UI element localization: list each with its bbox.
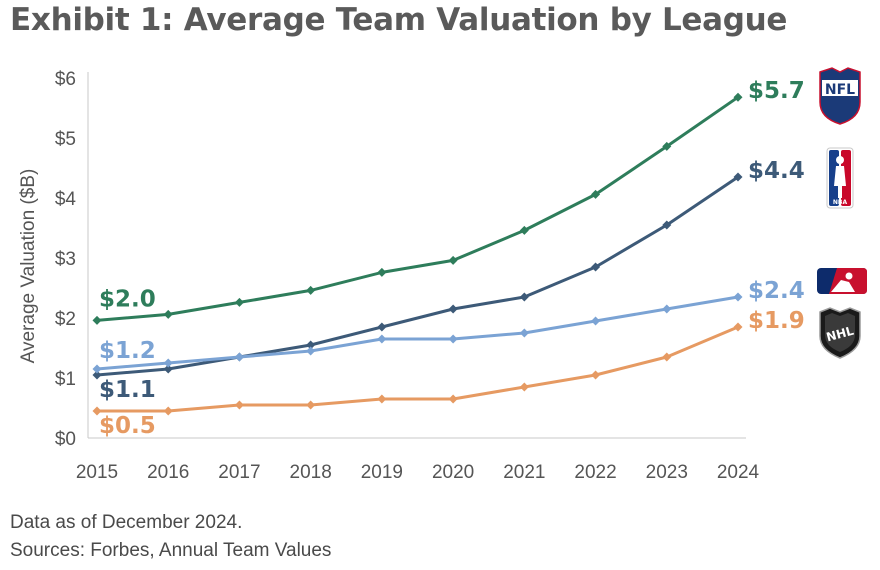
data-point-nhl [519,382,529,392]
data-point-nhl [591,370,601,380]
y-tick-label: $3 [55,249,76,270]
series-line-nhl [97,325,739,413]
nba-logo-text: NBA [833,199,848,206]
data-label-start-mlb: $1.2 [99,338,156,364]
x-tick-label: 2021 [503,462,545,483]
data-point-nhl [92,406,102,416]
nfl-logo-icon: NFL [819,67,861,125]
data-point-nhl [163,406,173,416]
data-label-end-nhl: $1.9 [748,308,805,334]
data-point-nba [306,340,316,350]
nfl-logo-text: NFL [825,82,855,98]
data-point-nba [591,262,601,272]
data-point-nba [519,292,529,302]
data-point-nfl [92,315,102,325]
data-point-nba [662,220,672,230]
footnote-sources: Sources: Forbes, Annual Team Values [10,540,332,561]
logo-layer: NFL NBA NHL [817,67,867,359]
chart-title: Exhibit 1: Average Team Valuation by Lea… [10,2,788,38]
data-point-nba [92,370,102,380]
x-tick-label: 2019 [361,462,403,483]
series-line-nfl [96,95,739,322]
data-point-nfl [306,285,316,295]
data-point-mlb [733,292,743,302]
data-point-nfl [377,267,387,277]
series-line-nba [96,175,739,377]
data-label-end-nfl: $5.7 [748,78,805,104]
x-tick-label: 2022 [574,462,616,483]
series-line-mlb [96,295,739,371]
x-tick-label: 2018 [290,462,332,483]
series-layer [92,92,743,416]
x-tick-label: 2020 [432,462,474,483]
data-point-mlb [163,358,173,368]
y-tick-label: $6 [55,69,76,90]
y-tick-label: $2 [55,309,76,330]
x-tick-label: 2017 [218,462,260,483]
data-point-mlb [448,334,458,344]
data-point-mlb [92,364,102,374]
labels-layer: $2.0 $5.7 $1.1 $4.4 $1.2 $2.4 $0.5 $1.9 [99,78,805,439]
data-point-nba [448,304,458,314]
data-point-nfl [448,255,458,265]
data-point-mlb [591,316,601,326]
nba-logo-icon: NBA [826,147,854,209]
data-point-nhl [662,352,672,362]
data-point-mlb [662,304,672,314]
data-point-mlb [306,346,316,356]
data-point-nhl [377,394,387,404]
y-tick-label: $5 [55,129,76,150]
data-point-nhl [306,400,316,410]
data-point-nfl [163,309,173,319]
data-point-nhl [448,394,458,404]
data-label-start-nfl: $2.0 [99,286,156,312]
mlb-logo-icon [817,268,867,294]
data-point-mlb [377,334,387,344]
y-tick-label: $1 [55,369,76,390]
data-label-start-nhl: $0.5 [99,413,156,439]
data-point-nba [377,322,387,332]
data-point-nhl [733,322,743,332]
axes: $0 $1 $2 $3 $4 $5 $6 2015 2016 2017 2018 2019 2020 20… [18,69,760,483]
data-point-nfl [662,141,672,151]
data-point-nba [163,364,173,374]
data-point-nba [733,172,743,182]
y-tick-label: $4 [55,189,77,210]
data-label-start-nba: $1.1 [99,377,156,403]
data-point-nfl [591,189,601,199]
y-tick-label: $0 [55,429,76,450]
data-point-mlb [234,352,244,362]
x-tick-label: 2015 [76,462,118,483]
x-tick-label: 2016 [147,462,189,483]
data-label-end-mlb: $2.4 [748,278,805,304]
data-point-nfl [733,92,743,102]
data-point-nfl [519,225,529,235]
x-tick-label: 2024 [717,462,760,483]
data-point-mlb [519,328,529,338]
data-label-end-nba: $4.4 [748,158,805,184]
y-axis-label: Average Valuation ($B) [18,169,39,364]
footnote-date: Data as of December 2024. [10,512,243,533]
x-tick-label: 2023 [646,462,688,483]
nhl-logo-icon: NHL [819,307,861,359]
data-point-nfl [234,297,244,307]
data-point-nhl [234,400,244,410]
